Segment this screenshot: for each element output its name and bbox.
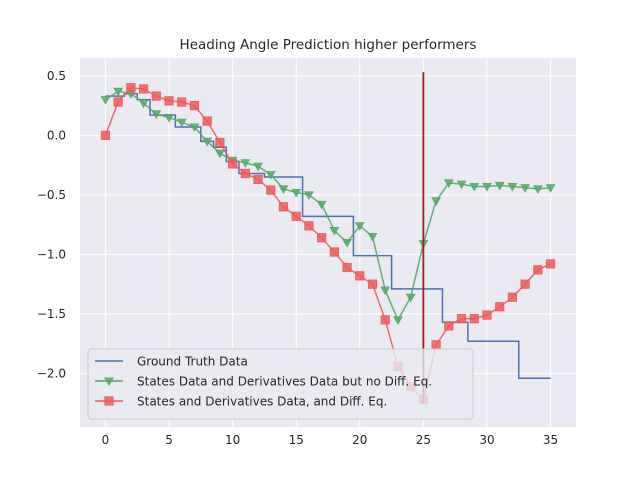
data-point	[329, 247, 339, 257]
series-2	[100, 87, 556, 325]
data-point	[444, 321, 454, 331]
legend-box	[87, 348, 474, 420]
x-tick-label: 15	[289, 433, 304, 447]
data-point	[431, 340, 441, 350]
legend-entry: States Data and Derivatives Data but no …	[95, 375, 432, 389]
data-point	[266, 185, 276, 195]
data-point	[456, 180, 467, 190]
legend-label: Ground Truth Data	[137, 355, 248, 369]
data-point	[507, 183, 518, 192]
data-point	[126, 83, 136, 93]
data-point	[494, 181, 505, 191]
data-point	[507, 292, 518, 302]
data-point	[215, 149, 225, 159]
data-point	[138, 84, 149, 94]
data-point	[304, 191, 314, 200]
data-point	[354, 222, 365, 231]
y-tick-label: −1.5	[37, 307, 66, 321]
data-point	[291, 188, 302, 198]
data-point	[380, 315, 390, 325]
data-point	[443, 179, 454, 188]
data-point	[380, 286, 391, 296]
legend: Ground Truth Data States Data and Derivat…	[87, 348, 474, 420]
data-point	[100, 130, 111, 140]
data-point	[405, 293, 416, 303]
x-tick-label: 35	[543, 433, 558, 447]
data-point	[520, 184, 531, 193]
data-point	[342, 262, 352, 273]
chart-title: Heading Angle Prediction higher performe…	[180, 37, 477, 53]
data-point	[291, 211, 301, 221]
data-point	[367, 279, 378, 289]
data-point	[545, 259, 556, 269]
data-point	[253, 162, 263, 172]
data-point	[495, 302, 505, 312]
x-tick-label: 10	[225, 433, 240, 447]
legend-entry: Ground Truth Data	[95, 355, 248, 369]
data-point	[431, 197, 441, 206]
data-point	[393, 316, 403, 325]
data-point	[215, 137, 225, 148]
y-tick-label: −1.0	[37, 247, 66, 261]
data-point	[202, 116, 212, 126]
data-point	[316, 200, 327, 210]
data-point	[469, 183, 480, 192]
data-point	[253, 174, 263, 185]
y-tick-labels: 0.5 0.0 −0.5 −1.0 −1.5 −2.0	[37, 69, 66, 381]
data-point	[520, 279, 530, 289]
data-point	[278, 202, 289, 212]
x-tick-label: 0	[102, 433, 110, 447]
y-tick-label: 0.5	[47, 69, 66, 83]
legend-entry: States and Derivatives Data, and Diff. E…	[95, 395, 387, 409]
data-point	[367, 232, 378, 242]
legend-marker	[104, 396, 114, 406]
data-point	[151, 91, 161, 101]
data-point	[151, 110, 162, 119]
data-point	[482, 183, 492, 192]
x-tick-label: 5	[165, 433, 173, 447]
x-tick-label: 25	[416, 433, 431, 447]
data-point	[138, 99, 149, 109]
data-point	[456, 314, 467, 324]
data-point	[164, 113, 174, 123]
data-point	[278, 185, 289, 194]
data-point	[355, 271, 365, 281]
data-point	[317, 233, 327, 243]
y-tick-label: −2.0	[37, 366, 66, 380]
data-point	[469, 314, 479, 324]
data-point	[533, 265, 543, 275]
data-point	[240, 168, 250, 179]
data-point	[164, 96, 174, 106]
legend-marker	[104, 377, 114, 387]
legend-label: States and Derivatives Data, and Diff. E…	[137, 395, 387, 409]
data-point	[177, 97, 187, 107]
data-point	[532, 185, 543, 194]
y-tick-label: −0.5	[37, 188, 66, 202]
data-point	[189, 123, 200, 133]
data-point	[189, 101, 200, 111]
y-tick-label: 0.0	[47, 128, 66, 142]
data-point	[240, 159, 251, 168]
data-point	[304, 221, 314, 231]
x-tick-labels: 0 5 10 15 20 25 30 35	[102, 433, 559, 447]
data-point	[113, 97, 123, 107]
legend-label: States Data and Derivatives Data but no …	[137, 375, 432, 389]
data-point	[176, 118, 187, 128]
data-point	[545, 184, 556, 193]
data-point	[329, 227, 340, 236]
data-point	[482, 310, 492, 320]
data-point	[228, 159, 238, 169]
data-point	[100, 96, 111, 105]
x-tick-label: 30	[479, 433, 494, 447]
data-point	[342, 238, 352, 248]
data-point	[202, 137, 213, 147]
data-point	[265, 171, 276, 180]
x-tick-label: 20	[352, 433, 367, 447]
data-point	[113, 87, 124, 97]
